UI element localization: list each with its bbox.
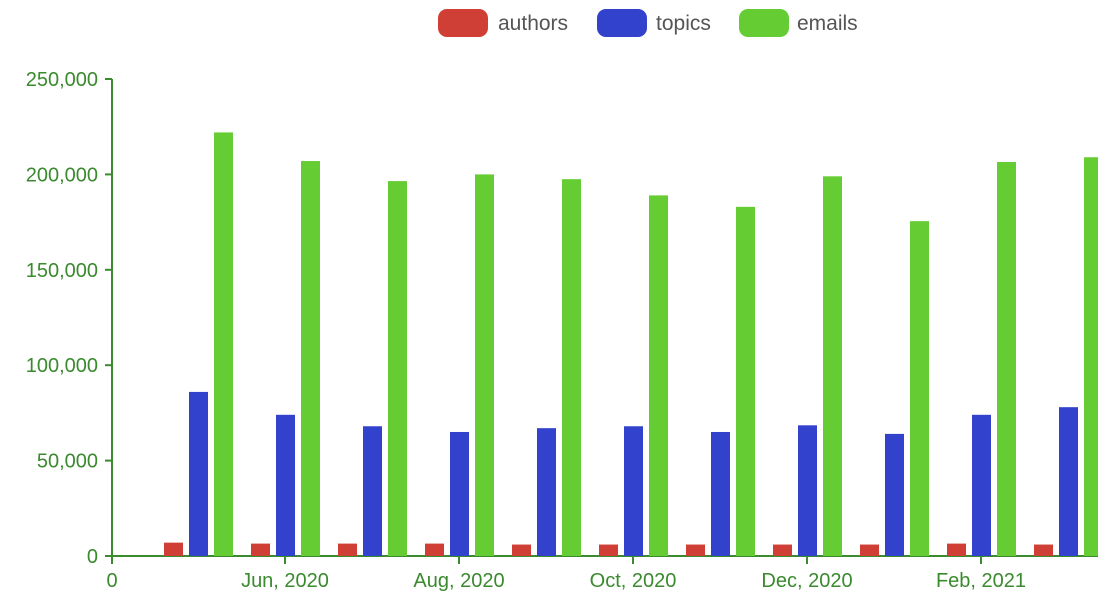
bar-topics[interactable] [972,414,991,556]
y-tick-label: 250,000 [26,69,98,91]
bar-emails[interactable] [214,132,233,556]
y-tick-label: 150,000 [26,260,98,282]
legend-label-topics[interactable]: topics [656,12,711,35]
bar-authors[interactable] [164,542,183,556]
x-tick-label: Oct, 2020 [590,570,677,592]
bar-authors[interactable] [251,543,270,556]
bar-topics[interactable] [276,414,295,556]
bar-authors[interactable] [1034,544,1053,556]
bar-authors[interactable] [599,544,618,556]
bar-topics[interactable] [798,425,817,556]
x-tick-label: Aug, 2020 [413,570,504,592]
bar-topics[interactable] [450,431,469,556]
bar-topics[interactable] [1059,407,1078,556]
bar-emails[interactable] [562,179,581,557]
bar-emails[interactable] [475,174,494,556]
x-tick-label: Feb, 2021 [936,570,1026,592]
bar-authors[interactable] [512,544,531,556]
bar-emails[interactable] [388,181,407,556]
bar-authors[interactable] [947,543,966,556]
bar-authors[interactable] [425,543,444,556]
y-tick-label: 50,000 [37,451,98,473]
legend-label-authors[interactable]: authors [498,12,568,35]
bar-authors[interactable] [773,544,792,556]
bar-emails[interactable] [1084,157,1098,556]
bar-emails[interactable] [910,221,929,556]
legend-swatch-authors[interactable] [438,9,488,37]
x-tick-label: Dec, 2020 [761,570,852,592]
bar-topics[interactable] [363,426,382,556]
x-tick-label: 0 [106,570,117,592]
bar-emails[interactable] [736,206,755,556]
bar-emails[interactable] [649,195,668,556]
legend-label-emails[interactable]: emails [797,12,858,35]
y-axis: 0 50,000 100,000 150,000 200,000 250,000 [26,69,113,568]
bar-authors[interactable] [686,544,705,556]
bar-topics[interactable] [711,431,730,556]
bar-topics[interactable] [537,428,556,556]
bar-authors[interactable] [338,543,357,556]
bar-emails[interactable] [823,176,842,557]
x-axis: 0 Jun, 2020 Aug, 2020 Oct, 2020 Dec, 2020 Feb… [106,555,1098,592]
y-tick-label: 200,000 [26,164,98,186]
bars [164,132,1098,557]
bar-emails[interactable] [301,161,320,556]
legend-swatch-topics[interactable] [597,9,647,37]
bar-topics[interactable] [189,391,208,556]
y-tick-label: 0 [87,546,98,568]
bar-topics[interactable] [624,426,643,556]
bar-emails[interactable] [997,161,1016,557]
bar-authors[interactable] [860,544,879,556]
legend-swatch-emails[interactable] [739,9,789,37]
x-tick-label: Jun, 2020 [241,570,329,592]
bar-topics[interactable] [885,433,904,556]
y-tick-label: 100,000 [26,355,98,377]
legend: authors topics emails [438,9,858,37]
